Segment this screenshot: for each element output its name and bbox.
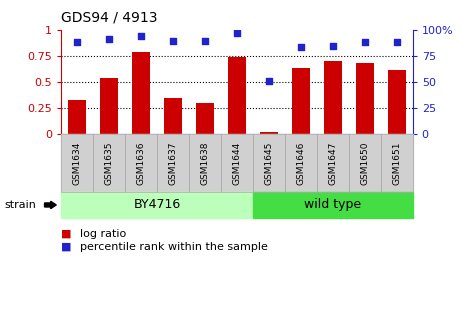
Text: GSM1644: GSM1644 xyxy=(232,141,242,184)
Bar xyxy=(388,70,406,134)
Bar xyxy=(260,132,278,134)
Point xyxy=(201,38,209,43)
Text: GDS94 / 4913: GDS94 / 4913 xyxy=(61,10,158,24)
Bar xyxy=(68,100,86,134)
Point xyxy=(233,31,241,36)
Point xyxy=(393,39,401,44)
Text: BY4716: BY4716 xyxy=(133,199,181,211)
Text: GSM1646: GSM1646 xyxy=(296,141,305,185)
Bar xyxy=(196,103,214,134)
Text: GSM1638: GSM1638 xyxy=(200,141,209,185)
Text: GSM1650: GSM1650 xyxy=(360,141,369,185)
Text: GSM1636: GSM1636 xyxy=(136,141,145,185)
Point xyxy=(297,44,304,50)
Bar xyxy=(164,98,182,134)
Text: wild type: wild type xyxy=(304,199,361,211)
Text: ■: ■ xyxy=(61,242,71,252)
Point xyxy=(105,36,113,41)
Point xyxy=(137,34,144,39)
Bar xyxy=(356,62,373,134)
Point xyxy=(265,79,272,84)
Text: GSM1647: GSM1647 xyxy=(328,141,337,185)
Bar xyxy=(100,78,118,134)
Bar xyxy=(324,61,341,134)
Bar xyxy=(292,68,310,134)
Text: strain: strain xyxy=(5,200,37,210)
Point xyxy=(361,39,369,44)
Text: log ratio: log ratio xyxy=(80,228,126,239)
Text: GSM1637: GSM1637 xyxy=(168,141,177,185)
Text: GSM1635: GSM1635 xyxy=(105,141,113,185)
Bar xyxy=(228,57,246,134)
Point xyxy=(73,39,81,44)
Point xyxy=(169,38,177,43)
Point xyxy=(329,43,337,49)
Text: GSM1645: GSM1645 xyxy=(265,141,273,185)
Text: GSM1634: GSM1634 xyxy=(72,141,82,185)
Text: GSM1651: GSM1651 xyxy=(392,141,401,185)
Text: percentile rank within the sample: percentile rank within the sample xyxy=(80,242,268,252)
Bar xyxy=(132,52,150,134)
Text: ■: ■ xyxy=(61,228,71,239)
